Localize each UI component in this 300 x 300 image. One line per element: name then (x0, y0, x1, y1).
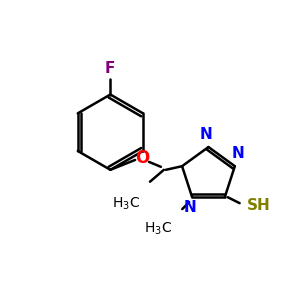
Text: H$_3$C: H$_3$C (112, 196, 140, 212)
Text: N: N (184, 200, 197, 215)
Text: N: N (231, 146, 244, 161)
Text: H$_3$C: H$_3$C (144, 221, 172, 237)
Text: F: F (104, 61, 115, 76)
Text: N: N (200, 127, 213, 142)
Text: O: O (135, 149, 149, 167)
Text: SH: SH (247, 198, 270, 213)
